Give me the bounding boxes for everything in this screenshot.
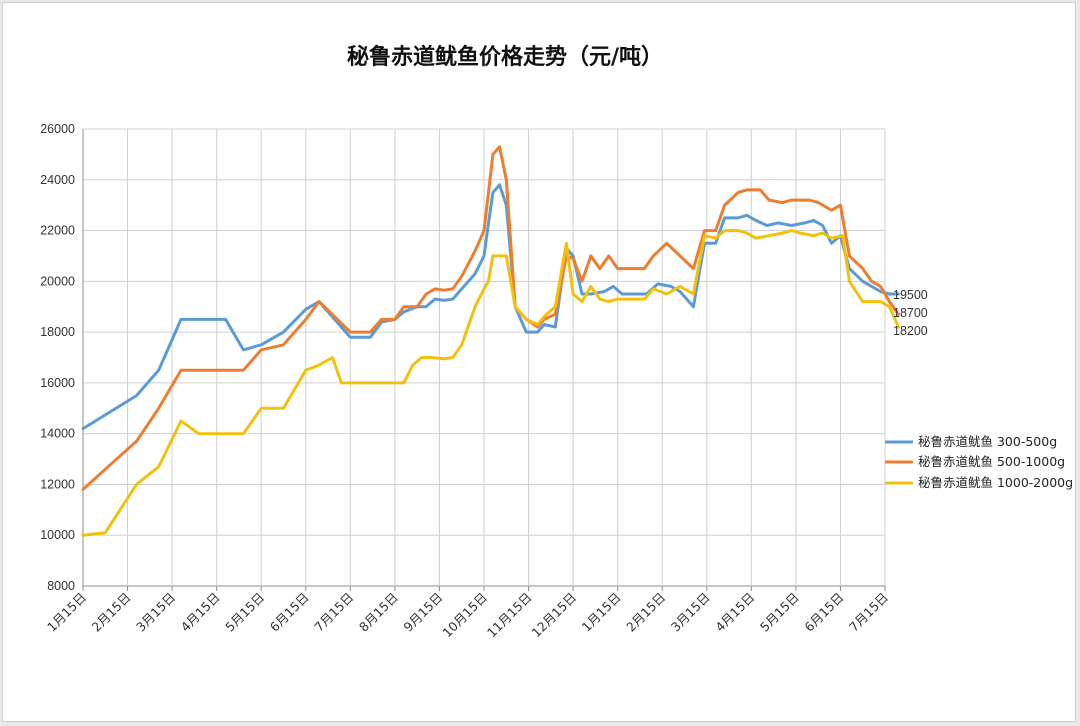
series-line-3 — [81, 229, 900, 537]
legend: 秘鲁赤道鱿鱼 300-500g 秘鲁赤道鱿鱼 500-1000g 秘鲁赤道鱿鱼 10… — [885, 434, 1073, 490]
y-tick-label: 24000 — [40, 173, 75, 187]
series-lines — [81, 145, 900, 537]
legend-item-3: 秘鲁赤道鱿鱼 1000-2000g — [885, 475, 1073, 490]
x-tick-label: 3月15日 — [133, 590, 178, 635]
x-tick-label: 10月15日 — [439, 590, 490, 641]
x-tick-label: 8月15日 — [356, 590, 401, 635]
x-tick-label: 3月15日 — [668, 590, 713, 635]
y-tick-label: 18000 — [40, 325, 75, 339]
legend-item-2: 秘鲁赤道鱿鱼 500-1000g — [885, 454, 1065, 469]
x-tick-label: 2月15日 — [623, 590, 668, 635]
x-tick-label: 12月15日 — [528, 590, 579, 641]
end-labels: 19500 18700 18200 — [893, 288, 928, 338]
y-tick-label: 20000 — [40, 274, 75, 288]
y-tick-label: 16000 — [40, 376, 75, 390]
series-line-2 — [81, 145, 900, 491]
end-value-label-1: 19500 — [893, 288, 928, 302]
legend-item-1: 秘鲁赤道鱿鱼 300-500g — [885, 434, 1057, 449]
x-tick-label: 4月15日 — [178, 590, 223, 635]
x-tick-label: 7月15日 — [846, 590, 891, 635]
x-tick-label: 6月15日 — [801, 590, 846, 635]
y-tick-label: 22000 — [40, 224, 75, 238]
x-tick-label: 9月15日 — [400, 590, 445, 635]
x-tick-label: 11月15日 — [484, 590, 535, 641]
x-tick-label: 4月15日 — [712, 590, 757, 635]
series-line-1 — [81, 183, 900, 431]
x-tick-label: 5月15日 — [757, 590, 802, 635]
end-value-label-2: 18700 — [893, 306, 928, 320]
x-tick-label: 6月15日 — [267, 590, 312, 635]
end-value-label-3: 18200 — [893, 324, 928, 338]
legend-label: 秘鲁赤道鱿鱼 500-1000g — [918, 454, 1065, 469]
grid — [82, 128, 886, 587]
legend-label: 秘鲁赤道鱿鱼 300-500g — [918, 434, 1057, 449]
chart-title: 秘鲁赤道鱿鱼价格走势（元/吨） — [347, 44, 663, 70]
x-tick-label: 1月15日 — [44, 590, 89, 635]
x-tick-label: 1月15日 — [579, 590, 624, 635]
legend-label: 秘鲁赤道鱿鱼 1000-2000g — [918, 475, 1073, 490]
y-tick-label: 8000 — [47, 579, 75, 593]
x-tick-label: 7月15日 — [311, 590, 356, 635]
y-tick-label: 10000 — [40, 528, 75, 542]
y-tick-label: 14000 — [40, 427, 75, 441]
x-tick-label: 5月15日 — [222, 590, 267, 635]
y-tick-label: 26000 — [40, 122, 75, 136]
axes: 8000 10000 12000 14000 16000 18000 20000 22000 2… — [40, 122, 891, 640]
y-tick-label: 12000 — [40, 477, 75, 491]
x-tick-label: 2月15日 — [89, 590, 134, 635]
